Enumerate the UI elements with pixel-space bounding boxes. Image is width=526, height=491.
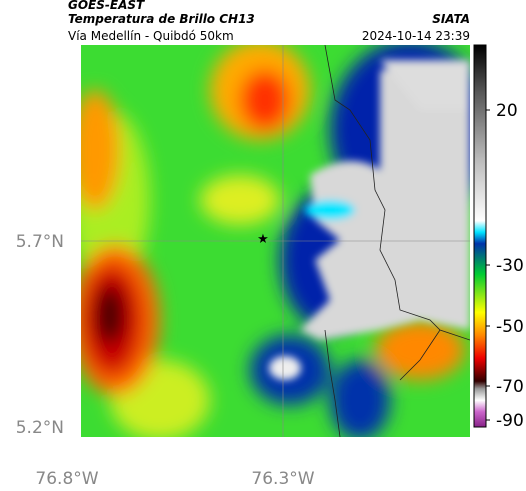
timestamp: 2024-10-14 23:39 [362, 29, 470, 43]
source: SIATA [432, 12, 470, 26]
city-marker: ★ [257, 232, 269, 247]
lat-label: 5.2°N [16, 418, 64, 438]
colorbar [473, 44, 487, 428]
boundary [324, 45, 470, 437]
colorbar-tick-label: -50 [496, 317, 524, 337]
colorbar-tick-label: -90 [496, 411, 524, 431]
colorbar-tick-label: -30 [496, 256, 524, 276]
satellite: GOES-EAST [68, 0, 145, 12]
colorbar-tick-label: -70 [496, 377, 524, 397]
product: Temperatura de Brillo CH13 [68, 12, 255, 26]
lon-label: 76.8°W [35, 469, 98, 489]
region: Vía Medellín - Quibdó 50km [68, 29, 234, 43]
lat-label: 5.7°N [16, 232, 64, 252]
colorbar-tick-label: 20 [496, 101, 518, 121]
lon-label: 76.3°W [251, 469, 314, 489]
satellite-image: ★ [81, 45, 470, 437]
